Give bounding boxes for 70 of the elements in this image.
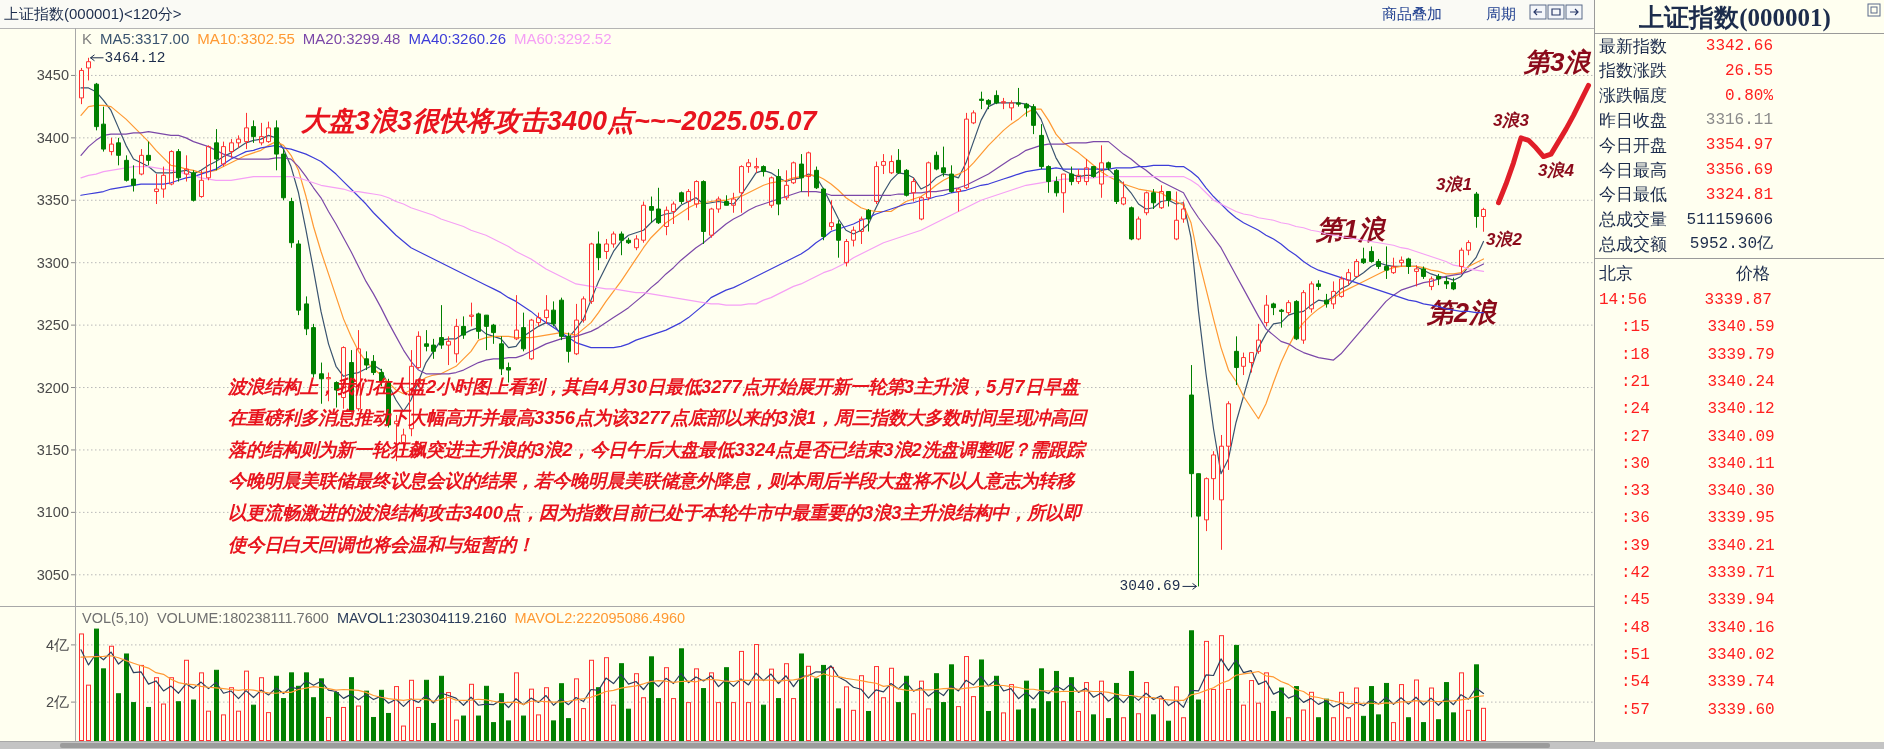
chart-title: 上证指数(000001)<120分>	[4, 4, 182, 22]
y-tick-label: 2亿	[45, 694, 69, 711]
text: 今日开盘	[1599, 135, 1667, 155]
text: :57 3339.60	[1621, 700, 1775, 719]
legend-title: VOL(5,10)	[82, 610, 149, 626]
text: :39 3340.21	[1621, 536, 1775, 555]
text: 5952.30亿	[1689, 235, 1773, 254]
text: 北京	[1599, 263, 1633, 283]
text: :51 3340.02	[1621, 645, 1775, 664]
text: 3356.69	[1705, 161, 1773, 179]
y-tick-label: 3450	[36, 67, 69, 84]
text: :18 3339.79	[1621, 345, 1775, 364]
text: :36 3339.95	[1621, 509, 1775, 528]
annotation: 3浪3	[1493, 110, 1530, 130]
annotation: 3040.69	[1119, 578, 1181, 595]
text: :33 3340.30	[1621, 482, 1775, 501]
y-tick-label: 3100	[36, 504, 69, 521]
y-tick-label: 3350	[36, 192, 69, 209]
text: 14:56 3339.87	[1599, 291, 1772, 309]
text: :45 3339.94	[1621, 591, 1775, 610]
annotation: VOLUME:180238111.7600	[156, 610, 329, 626]
text: 涨跌幅度	[1599, 86, 1667, 106]
text: 最新指数	[1599, 36, 1667, 56]
text: :24 3340.12	[1621, 400, 1775, 419]
annotation: 第3浪	[1523, 47, 1593, 77]
y-tick-label: 4亿	[45, 636, 69, 653]
text: MAVOL2:222095086.4960	[514, 610, 686, 626]
text: 26.55	[1724, 61, 1773, 80]
text: 周期	[1486, 4, 1516, 22]
text: 大盘3浪3很快将攻击3400点~~~2025.05.07	[301, 106, 819, 136]
y-tick-label: 3250	[36, 317, 69, 334]
text: 总成交额	[1598, 234, 1667, 254]
y-tick-label: 3400	[36, 129, 69, 146]
annotation: 3464.12	[104, 49, 166, 66]
y-tick-label: 3050	[36, 566, 69, 583]
text: :15 3340.59	[1621, 318, 1775, 337]
text: :30 3340.11	[1621, 454, 1775, 473]
text: 3316.11	[1705, 111, 1773, 130]
text: MA5:3317.00	[100, 29, 190, 47]
text: MA10:3302.55	[197, 29, 295, 47]
text: 3324.81	[1705, 185, 1773, 204]
text: MA20:3299.48	[302, 29, 401, 47]
text: 昨日收盘	[1599, 110, 1667, 130]
annotation: 3浪2	[1486, 229, 1523, 249]
annotation: 3浪1	[1436, 174, 1472, 194]
annotation: 3浪4	[1538, 160, 1575, 180]
text: :27 3340.09	[1621, 427, 1775, 446]
y-tick-label: 3150	[36, 441, 69, 458]
text: MA40:3260.26	[408, 29, 506, 47]
y-tick-label: 3300	[36, 254, 69, 271]
text: 今日最低	[1599, 185, 1667, 205]
text: 3342.66	[1705, 37, 1773, 55]
annotation: 第1浪	[1315, 215, 1388, 245]
text: MA60:3292.52	[513, 29, 612, 47]
y-tick-label: 3200	[36, 379, 69, 396]
text: :21 3340.24	[1621, 372, 1775, 391]
text: 上证指数(000001)	[1638, 3, 1831, 32]
text: :42 3339.71	[1621, 564, 1775, 582]
text: 指数涨跌	[1598, 61, 1667, 81]
text: 价格	[1735, 263, 1770, 283]
text: 0.80%	[1724, 86, 1774, 105]
text: 今日最高	[1599, 160, 1667, 180]
text: :54 3339.74	[1621, 673, 1775, 692]
text: 总成交量	[1598, 210, 1667, 230]
legend-title: K	[82, 29, 93, 47]
text: 511159606	[1686, 210, 1773, 229]
text: MAVOL1:230304119.2160	[336, 610, 507, 626]
text: 商品叠加	[1382, 4, 1442, 22]
text: :48 3340.16	[1621, 618, 1775, 637]
text: 3354.97	[1705, 136, 1773, 155]
